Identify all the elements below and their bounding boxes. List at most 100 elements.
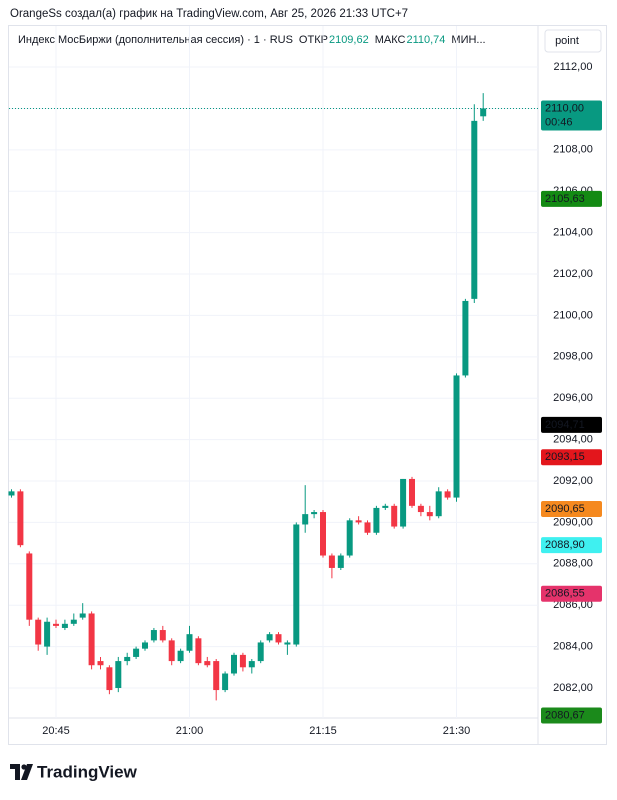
candle-body bbox=[159, 630, 166, 641]
candle-body bbox=[186, 634, 193, 651]
candle-body bbox=[320, 512, 326, 556]
price-badge-label: 2110,00 bbox=[545, 102, 584, 114]
candle-body bbox=[284, 642, 291, 645]
candle-body bbox=[8, 491, 15, 496]
y-tick-label: 2096,00 bbox=[553, 392, 593, 404]
candle-body bbox=[346, 520, 353, 556]
chart-frame bbox=[8, 25, 607, 745]
price-badge-countdown: 00:46 bbox=[545, 116, 573, 128]
candle-body bbox=[53, 623, 59, 626]
candle-body bbox=[266, 634, 273, 641]
price-badge-label: 2090,65 bbox=[545, 503, 585, 515]
candle-body bbox=[88, 613, 95, 666]
candle-body bbox=[337, 555, 344, 568]
candle-body bbox=[106, 667, 113, 691]
legend-label: МИН... bbox=[451, 34, 485, 46]
candle-body bbox=[97, 661, 104, 666]
candle-body bbox=[355, 520, 362, 523]
legend-value: 2110,74 bbox=[406, 34, 445, 46]
price-badge bbox=[541, 100, 602, 131]
header-text: OrangeSs создал(а) график на TradingView… bbox=[10, 8, 408, 20]
y-tick-label: 2088,00 bbox=[553, 558, 593, 570]
candle-body bbox=[133, 648, 140, 657]
candle-body bbox=[444, 491, 451, 498]
x-tick-label: 21:00 bbox=[176, 725, 204, 737]
logo-icon bbox=[10, 764, 33, 780]
candle-body bbox=[222, 673, 229, 691]
y-tick-label: 2102,00 bbox=[553, 268, 593, 280]
candle-body bbox=[311, 512, 318, 515]
price-badge bbox=[541, 707, 602, 724]
price-badge-label: 2086,55 bbox=[545, 588, 585, 600]
candle-body bbox=[204, 661, 211, 666]
y-tick-label: 2104,00 bbox=[553, 227, 593, 239]
candle-body bbox=[257, 642, 264, 662]
candle-body bbox=[435, 491, 442, 517]
candle-body bbox=[150, 630, 157, 641]
x-tick-label: 21:30 bbox=[443, 725, 471, 737]
candle-body bbox=[480, 108, 487, 117]
x-tick-label: 20:45 bbox=[42, 725, 70, 737]
candle-body bbox=[400, 478, 407, 527]
axes: 2082,00 2084,00 2086,00 2088,00 2090,00 2092,… bbox=[42, 61, 602, 737]
price-badge-label: 2094,71 bbox=[545, 419, 585, 431]
legend: Индекс МосБиржи (дополнительная сессия) … bbox=[18, 34, 486, 46]
candle-body bbox=[248, 661, 255, 668]
price-badge bbox=[541, 585, 602, 602]
candle-body bbox=[44, 621, 51, 647]
y-tick-label: 2084,00 bbox=[553, 640, 593, 652]
candle-body bbox=[168, 640, 175, 662]
candle-body bbox=[177, 650, 184, 662]
candle-body bbox=[462, 300, 469, 376]
y-tick-label: 2090,00 bbox=[553, 516, 593, 528]
candle-body bbox=[124, 656, 131, 662]
price-badge-label: 2080,67 bbox=[545, 709, 585, 721]
brand: TradingView bbox=[37, 762, 138, 781]
candle-body bbox=[328, 555, 335, 568]
candle-body bbox=[213, 661, 220, 691]
candle-body bbox=[471, 120, 478, 299]
legend-value: 2109,62 bbox=[329, 34, 369, 46]
candle-body bbox=[70, 619, 77, 624]
candle-body bbox=[35, 619, 42, 645]
candle-body bbox=[142, 642, 148, 649]
candle-body bbox=[115, 661, 122, 688]
candle-body bbox=[79, 613, 86, 618]
price-badge bbox=[541, 500, 602, 517]
candle-body bbox=[409, 478, 415, 506]
y-tick-label: 2086,00 bbox=[553, 599, 593, 611]
candle-body bbox=[426, 512, 433, 517]
y-tick-label: 2094,00 bbox=[553, 434, 593, 446]
candle-body bbox=[417, 505, 424, 513]
scale-button-label[interactable]: point bbox=[555, 35, 579, 47]
y-tick-label: 2082,00 bbox=[553, 682, 593, 694]
candle-body bbox=[391, 505, 398, 527]
candle-body bbox=[293, 524, 300, 645]
legend-symbol: Индекс МосБиржи (дополнительная сессия) … bbox=[18, 34, 293, 46]
price-badge-label: 2105,63 bbox=[545, 193, 585, 205]
y-tick-label: 2108,00 bbox=[553, 144, 593, 156]
candle-body bbox=[275, 634, 282, 643]
price-badge bbox=[541, 190, 602, 207]
y-tick-label: 2098,00 bbox=[553, 351, 593, 363]
price-badge bbox=[541, 449, 602, 466]
legend-label: ОТКР bbox=[299, 34, 328, 46]
candle-body bbox=[453, 375, 460, 498]
candle-body bbox=[195, 638, 202, 664]
price-badge-label: 2093,15 bbox=[545, 451, 585, 463]
candle-body bbox=[364, 522, 371, 533]
price-badge-label: 2088,90 bbox=[545, 539, 585, 551]
x-tick-label: 21:15 bbox=[309, 725, 337, 737]
candle-body bbox=[382, 505, 389, 508]
candle-body bbox=[239, 654, 246, 668]
grid bbox=[9, 26, 538, 718]
candle-body bbox=[17, 491, 24, 546]
scale-button[interactable] bbox=[544, 29, 602, 53]
y-tick-label: 2112,00 bbox=[554, 61, 593, 73]
plot bbox=[8, 93, 538, 701]
price-badge bbox=[541, 416, 602, 433]
candle-body bbox=[302, 514, 309, 525]
